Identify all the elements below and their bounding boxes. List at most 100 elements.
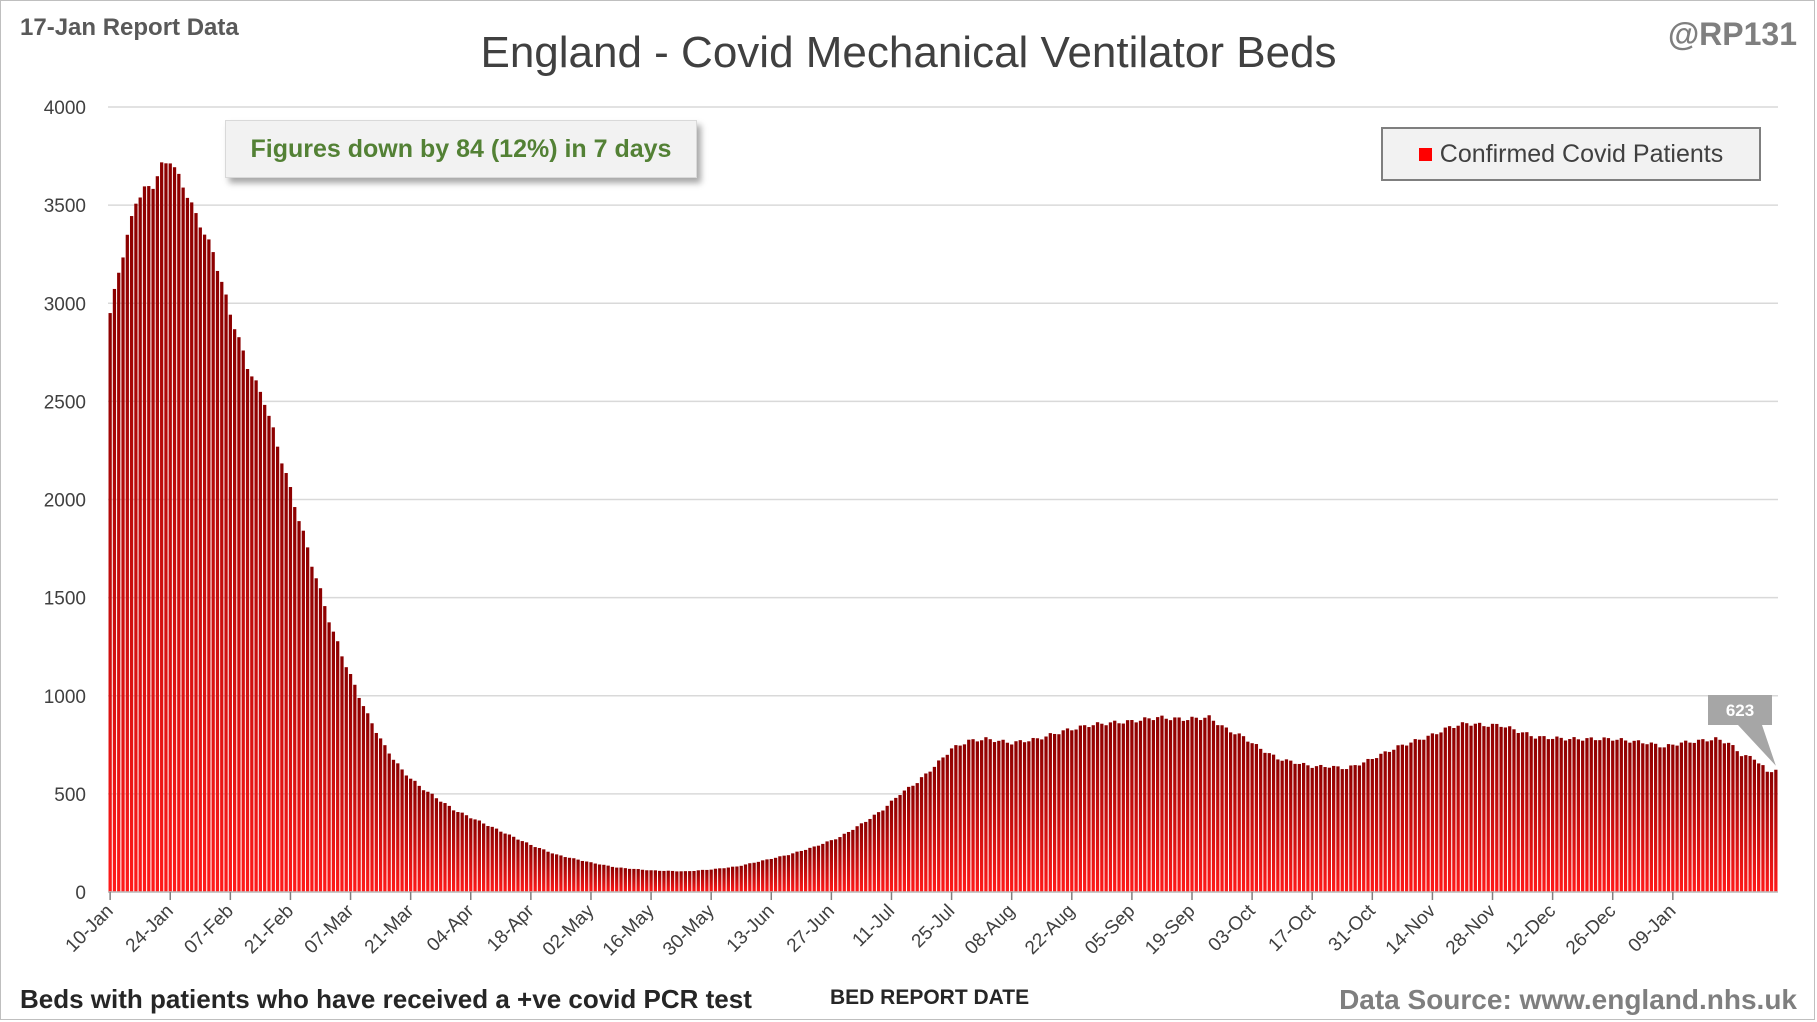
bar	[1061, 730, 1065, 892]
bar	[190, 202, 194, 893]
bar	[1229, 732, 1233, 892]
bar	[1095, 722, 1100, 892]
bar	[1087, 727, 1091, 892]
bar	[1005, 742, 1010, 892]
bar	[490, 826, 494, 892]
x-axis: 10-Jan 24-Jan 07-Feb 21-Feb 07-Mar 21-Mar 04-A…	[62, 891, 1778, 960]
bar	[902, 790, 906, 892]
bar	[155, 176, 160, 892]
bar	[1181, 720, 1186, 892]
bar	[374, 732, 378, 892]
bar	[1216, 725, 1220, 892]
bar	[980, 740, 984, 892]
bar	[1396, 745, 1400, 892]
bar	[451, 810, 456, 892]
bar	[426, 791, 430, 892]
bar	[1598, 740, 1602, 892]
bar	[705, 869, 709, 892]
bar	[1160, 715, 1164, 892]
data-source: Data Source: www.england.nhs.uk	[1339, 984, 1797, 1015]
legend: Confirmed Covid Patients	[1381, 127, 1761, 181]
bar	[795, 851, 799, 892]
bar	[1207, 715, 1211, 892]
bar	[396, 763, 400, 892]
bar	[1186, 720, 1190, 892]
bar	[1452, 728, 1456, 892]
bar	[756, 861, 761, 892]
bar	[1692, 742, 1696, 892]
bar	[1233, 734, 1237, 892]
bar	[1074, 729, 1078, 892]
bar	[769, 858, 773, 892]
bar	[984, 737, 988, 892]
bar	[924, 773, 928, 892]
x-tick-label: 27-Jun	[783, 901, 839, 957]
bar	[619, 867, 623, 892]
bar	[1469, 725, 1473, 892]
bar	[336, 641, 340, 892]
bar	[1520, 732, 1525, 892]
bar	[808, 847, 812, 892]
bar	[353, 684, 357, 892]
bar	[636, 869, 640, 892]
x-tick-label: 22-Aug	[1021, 901, 1079, 959]
bar	[1658, 747, 1662, 892]
bar	[881, 810, 885, 892]
weekly-change-callout: Figures down by 84 (12%) in 7 days	[225, 120, 697, 178]
bar	[275, 446, 280, 892]
bar	[237, 337, 241, 892]
bar	[1083, 725, 1087, 892]
x-tick-label: 26-Dec	[1562, 901, 1620, 959]
bar	[198, 227, 202, 892]
x-axis-title: BED REPORT DATE	[830, 986, 1030, 1009]
bar	[1490, 723, 1495, 892]
bar	[1246, 741, 1250, 892]
bar	[537, 847, 542, 892]
bar	[1366, 758, 1370, 892]
bar	[610, 866, 615, 892]
bar	[117, 272, 121, 892]
bar	[1576, 739, 1581, 892]
bar	[168, 163, 172, 892]
bar	[391, 759, 396, 892]
bar	[1516, 733, 1520, 892]
bar	[1254, 744, 1259, 892]
bar	[1774, 769, 1778, 892]
bar	[378, 738, 383, 892]
bar	[1297, 763, 1301, 892]
bar	[125, 234, 129, 892]
bar	[907, 786, 911, 892]
bar	[958, 745, 962, 892]
bar	[1559, 737, 1563, 892]
bar	[1164, 718, 1168, 892]
bar	[696, 870, 700, 892]
bar	[803, 849, 808, 892]
bar	[718, 868, 722, 892]
y-axis-ticks: 0 500 1000 1500 2000 2500 3000 3500 4000	[44, 98, 86, 904]
bar	[254, 380, 258, 892]
bar	[1177, 717, 1181, 892]
bar	[1473, 723, 1477, 892]
x-tick-label: 07-Mar	[301, 900, 359, 958]
bar	[1422, 739, 1426, 892]
bar	[301, 530, 305, 892]
bar	[460, 812, 464, 892]
bar	[864, 821, 868, 892]
y-tick-label: 2000	[44, 491, 86, 512]
bar	[662, 870, 666, 892]
bar	[430, 793, 434, 892]
bar	[1512, 729, 1516, 892]
bar	[1194, 717, 1198, 892]
bar	[1091, 725, 1095, 892]
bar	[1340, 769, 1344, 892]
bar	[1666, 744, 1671, 892]
bar	[791, 853, 795, 892]
x-tick-label: 31-Oct	[1325, 900, 1381, 956]
y-tick-label: 1000	[44, 687, 86, 708]
bar	[370, 723, 374, 892]
bar	[439, 801, 443, 892]
bar	[1319, 764, 1323, 892]
bar	[164, 163, 168, 892]
bar	[1379, 753, 1383, 892]
